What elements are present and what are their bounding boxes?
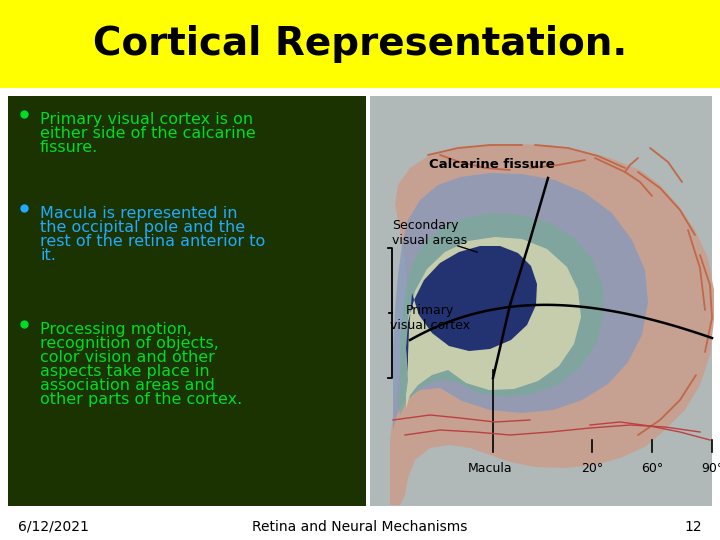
Text: rest of the retina anterior to: rest of the retina anterior to [40, 234, 265, 249]
Polygon shape [390, 144, 714, 505]
Text: Primary
visual cortex: Primary visual cortex [390, 304, 470, 332]
Text: aspects take place in: aspects take place in [40, 364, 210, 379]
Text: Calcarine fissure: Calcarine fissure [429, 159, 555, 172]
Polygon shape [406, 246, 537, 373]
Text: 6/12/2021: 6/12/2021 [18, 520, 89, 534]
Text: 60°: 60° [641, 462, 663, 475]
Text: association areas and: association areas and [40, 378, 215, 393]
Text: 20°: 20° [581, 462, 603, 475]
Polygon shape [406, 237, 581, 408]
Text: Primary visual cortex is on: Primary visual cortex is on [40, 112, 253, 127]
Text: color vision and other: color vision and other [40, 350, 215, 365]
FancyBboxPatch shape [370, 96, 712, 506]
Text: it.: it. [40, 248, 56, 263]
Text: Macula is represented in: Macula is represented in [40, 206, 238, 221]
Text: the occipital pole and the: the occipital pole and the [40, 220, 245, 235]
Text: Cortical Representation.: Cortical Representation. [93, 25, 627, 63]
Polygon shape [398, 213, 604, 415]
Text: other parts of the cortex.: other parts of the cortex. [40, 392, 242, 407]
Text: 90°: 90° [701, 462, 720, 475]
Polygon shape [393, 173, 648, 430]
Text: Macula: Macula [468, 462, 513, 475]
FancyBboxPatch shape [0, 0, 720, 88]
Text: Retina and Neural Mechanisms: Retina and Neural Mechanisms [252, 520, 468, 534]
FancyBboxPatch shape [8, 96, 366, 506]
Text: either side of the calcarine: either side of the calcarine [40, 126, 256, 141]
Text: 12: 12 [685, 520, 702, 534]
Text: fissure.: fissure. [40, 140, 98, 155]
Text: Processing motion,: Processing motion, [40, 322, 192, 337]
Text: Secondary
visual areas: Secondary visual areas [392, 219, 467, 247]
Text: recognition of objects,: recognition of objects, [40, 336, 219, 351]
